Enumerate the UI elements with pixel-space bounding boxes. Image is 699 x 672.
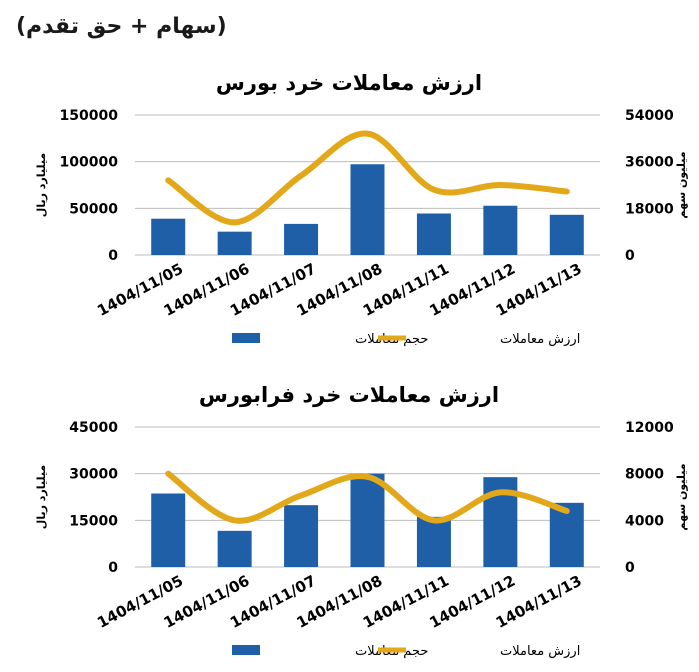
y-left-tick-label: 150000 xyxy=(60,108,119,124)
y-left-axis-label: میلیارد ریال xyxy=(35,465,48,529)
y-right-axis-label: میلیون سهم xyxy=(675,151,688,218)
legend-label-value: ارزش معاملات xyxy=(500,332,580,347)
chart-title: ارزش معاملات خرد فرابورس xyxy=(199,383,499,407)
line-value-point xyxy=(234,519,236,521)
line-value-point xyxy=(433,519,435,521)
line-value-point xyxy=(433,189,435,191)
line-value-point xyxy=(167,473,169,475)
y-right-tick-label: 36000 xyxy=(625,155,674,171)
legend-label-value: ارزش معاملات xyxy=(500,644,580,659)
y-right-tick-label: 0 xyxy=(625,560,635,576)
y-right-tick-label: 4000 xyxy=(625,513,664,529)
page-header: (سهام + حق تقدم) xyxy=(16,14,227,39)
y-left-tick-label: 45000 xyxy=(69,420,118,436)
chart-title: ارزش معاملات خرد بورس xyxy=(216,71,482,95)
y-right-axis-label: میلیون سهم xyxy=(675,463,688,530)
bar-volume xyxy=(217,231,252,255)
line-value-point xyxy=(367,133,368,135)
y-left-tick-label: 15000 xyxy=(69,513,118,529)
bar-volume xyxy=(284,505,319,567)
line-value-point xyxy=(566,510,568,512)
chart-farabourse-svg: ارزش معاملات خرد فرابورس 0 15000 30000 45000… xyxy=(35,383,688,659)
y-right-tick-label: 18000 xyxy=(625,201,674,217)
chart-bourse: ارزش معاملات خرد بورس 0 50000 100000 150000 0… xyxy=(0,60,699,360)
line-value-point xyxy=(499,184,501,186)
bar-volume xyxy=(483,205,518,255)
legend-swatch-volume xyxy=(232,333,260,343)
y-left-tick-label: 30000 xyxy=(69,467,118,483)
y-left-tick-label: 0 xyxy=(108,560,118,576)
y-right-tick-label: 12000 xyxy=(625,420,674,436)
y-left-axis-label: میلیارد ریال xyxy=(35,153,48,217)
y-right-tick-label: 54000 xyxy=(625,108,674,124)
bar-volume xyxy=(151,493,186,567)
bar-volume xyxy=(284,223,319,255)
line-value-point xyxy=(167,179,169,181)
chart-bourse-svg: ارزش معاملات خرد بورس 0 50000 100000 150000 0… xyxy=(35,71,688,347)
line-value-point xyxy=(566,191,568,193)
bar-volume xyxy=(350,473,385,567)
line-value-point xyxy=(300,175,302,177)
y-left-tick-label: 50000 xyxy=(69,201,118,217)
line-value-point xyxy=(300,494,302,496)
bar-volume xyxy=(416,213,451,255)
bar-volume xyxy=(217,530,252,567)
bar-volume xyxy=(416,516,451,567)
chart-farabourse: ارزش معاملات خرد فرابورس 0 15000 30000 45000… xyxy=(0,372,699,672)
line-value-point xyxy=(367,476,368,478)
y-left-tick-label: 100000 xyxy=(60,155,119,171)
line-value-point xyxy=(499,491,501,493)
y-right-tick-label: 0 xyxy=(625,248,635,264)
bar-volume xyxy=(549,214,584,255)
y-right-tick-label: 8000 xyxy=(625,467,664,483)
y-left-tick-label: 0 xyxy=(108,248,118,264)
bar-volume xyxy=(350,164,385,255)
bar-volume xyxy=(151,218,186,255)
legend-swatch-volume xyxy=(232,645,260,655)
line-value-point xyxy=(234,221,236,223)
